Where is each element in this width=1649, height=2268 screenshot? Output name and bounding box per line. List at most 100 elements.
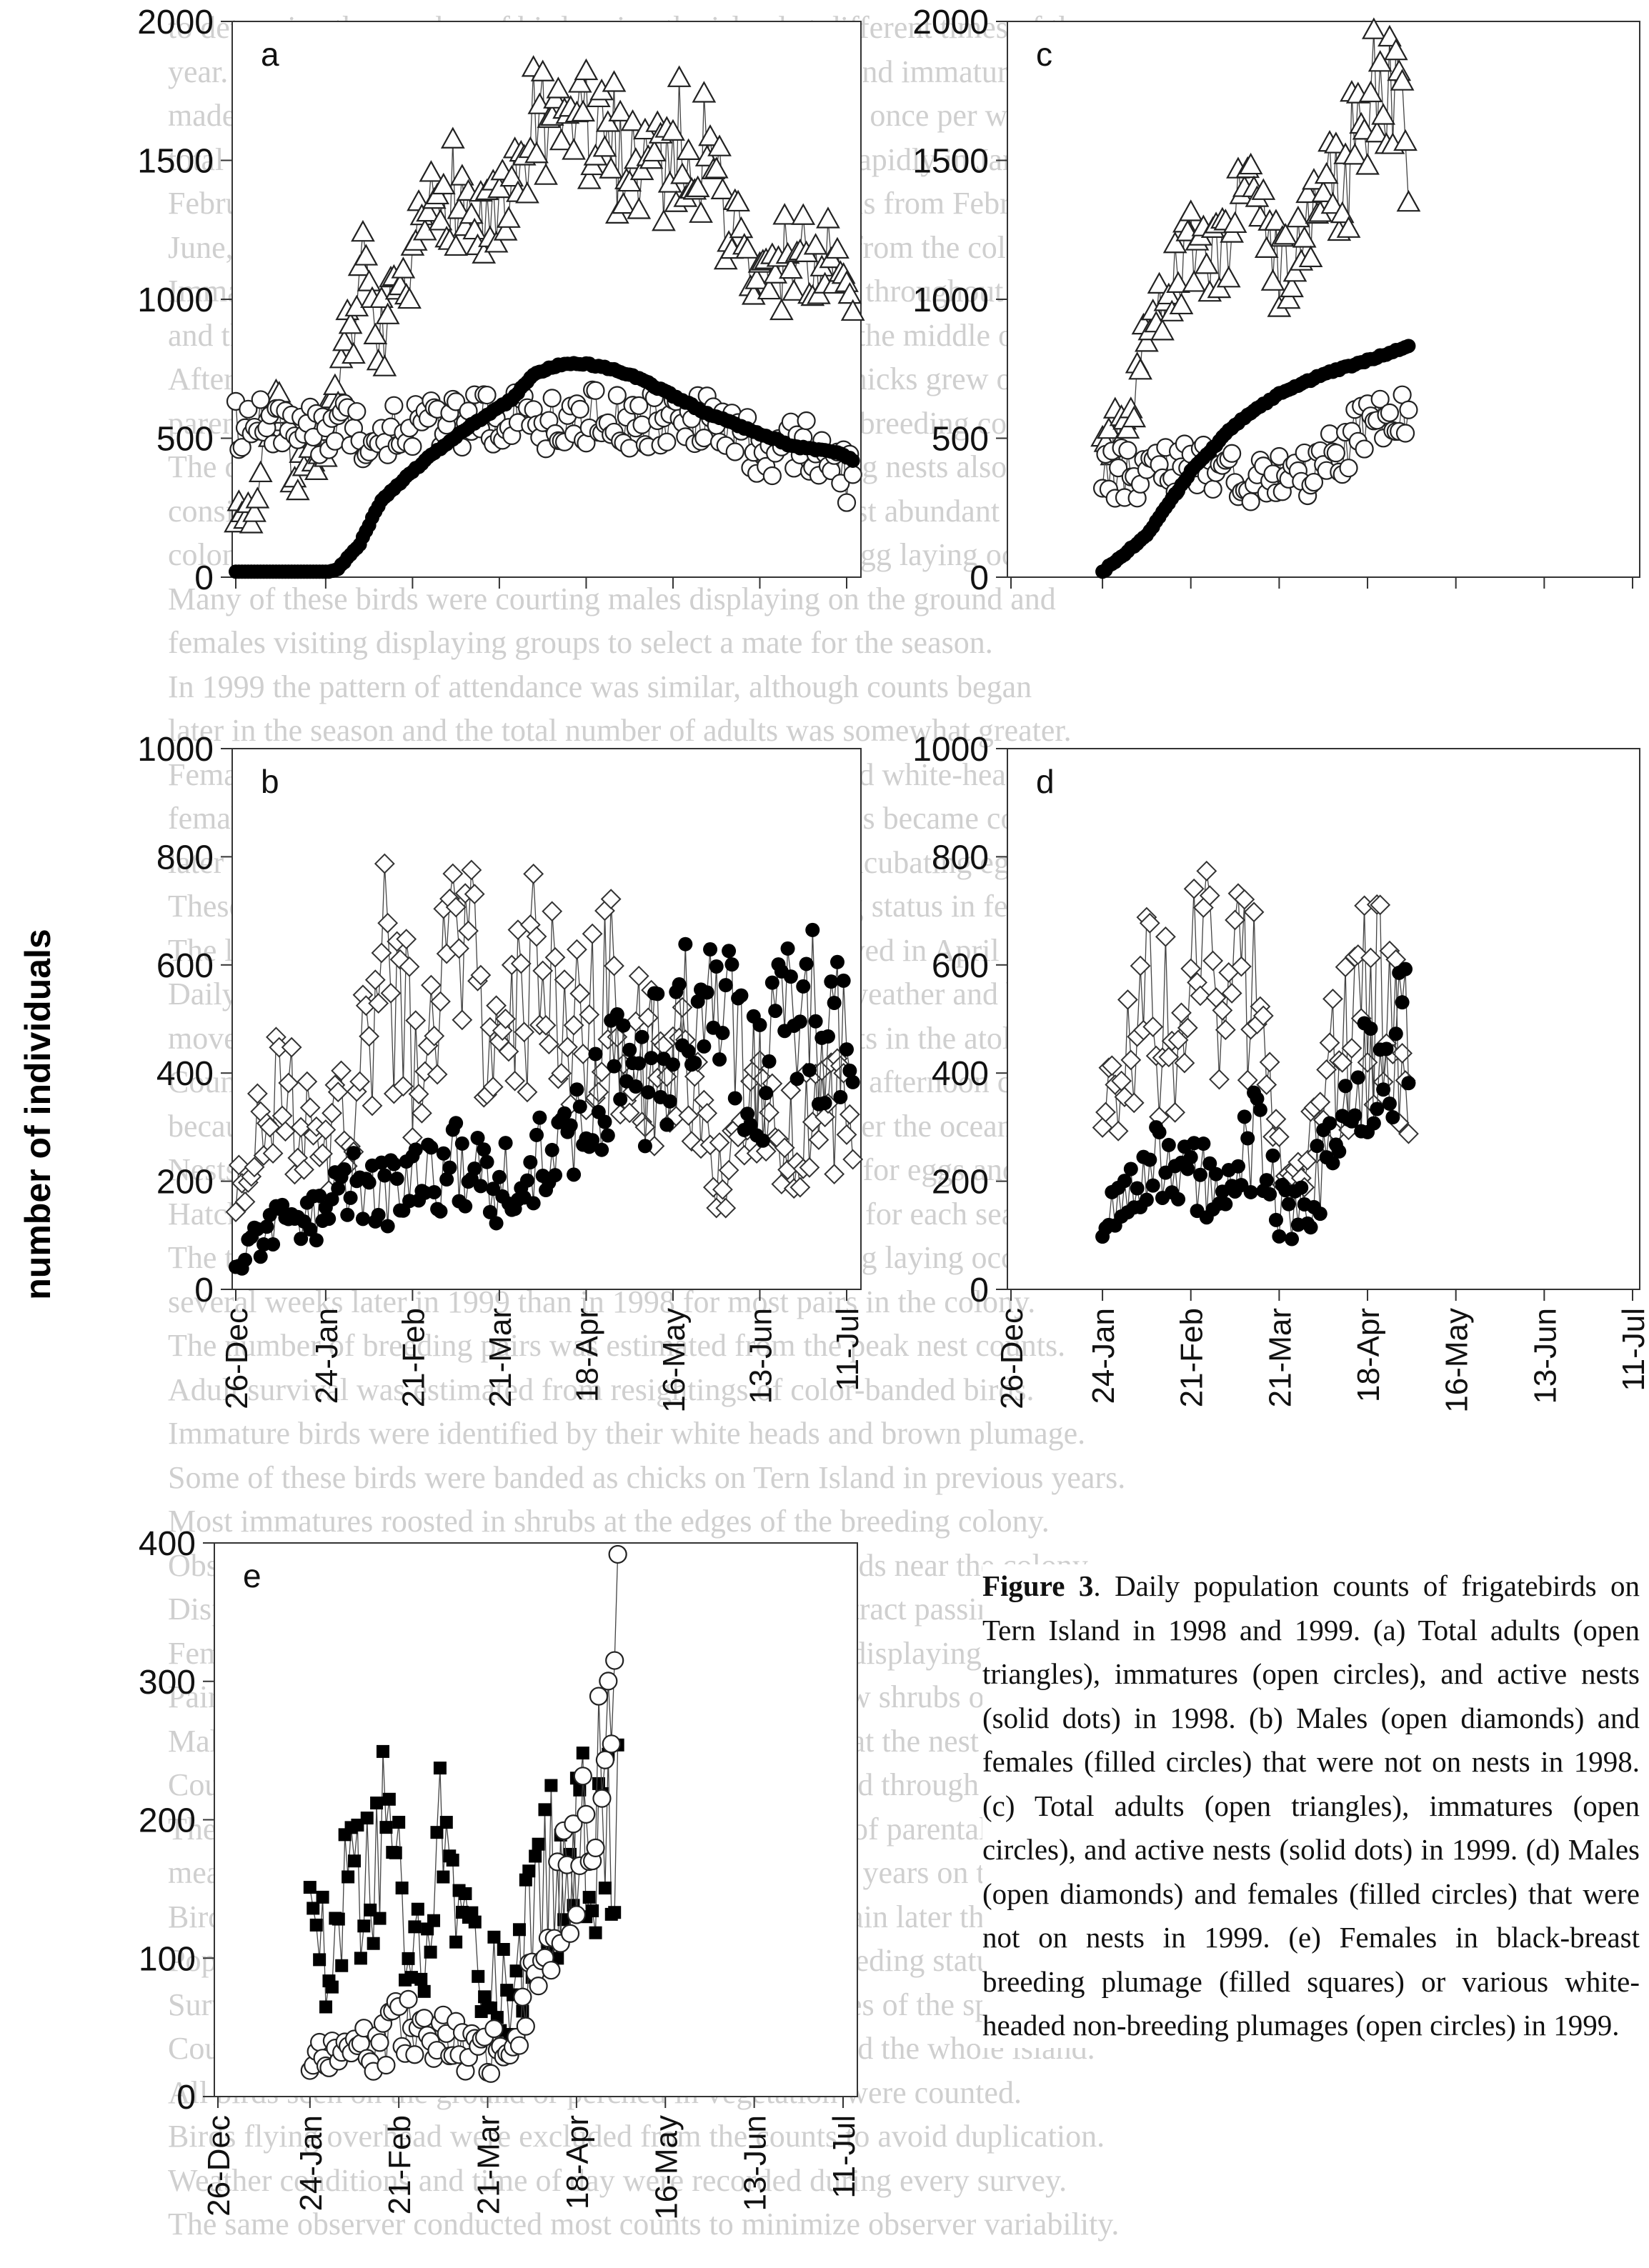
circle-marker [567,1905,587,1924]
circle-marker [620,439,639,458]
circle-marker [602,1734,621,1754]
dot-marker [789,1071,804,1086]
square-marker [417,1984,431,1998]
x-tick-label: 21-Mar [483,1308,518,1407]
panel-letter: d [1036,763,1055,800]
diamond-marker [294,1159,314,1180]
triangle-marker [807,282,831,304]
circle-marker [632,415,652,434]
panel-a: 0 500 1000 1500 2000 a [137,4,865,597]
triangle-marker [729,216,754,239]
dot-marker [827,995,842,1010]
dot-marker [1395,995,1410,1010]
diamond-marker [299,1097,321,1119]
diamond-marker [461,859,482,881]
dot-marker [1366,1116,1381,1131]
triangle-marker [1182,270,1207,292]
dot-marker [665,1057,680,1072]
y-tick-label: 800 [156,839,214,876]
triangle-marker [620,109,645,131]
background-text-line: Immature birds were identified by their … [168,1416,1086,1451]
dot-marker [563,1118,578,1133]
dot-marker [1202,1156,1217,1171]
y-tick-label: 1000 [137,281,214,319]
square-marker [309,1918,323,1932]
triangle-marker [1135,330,1159,352]
diamond-marker [1392,1043,1413,1064]
dot-marker [427,1184,442,1199]
triangle-marker [493,219,518,241]
diamond-marker [380,982,402,1004]
square-marker [433,1762,447,1775]
square-marker [532,1837,545,1851]
square-marker [497,1942,510,1956]
diamond-marker [526,926,547,947]
y-tick-label: 1500 [912,143,989,181]
triangle-marker [685,175,710,197]
dot-marker [780,941,795,956]
triangle-marker [744,267,769,289]
dot-marker [424,1140,439,1155]
dot-marker [266,1237,281,1252]
triangle-marker [472,241,497,264]
dot-marker [622,1042,637,1057]
dot-marker [529,1127,544,1142]
dot-marker [1218,1197,1233,1212]
circle-marker [657,432,677,451]
diamond-marker [1212,1000,1233,1021]
dot-marker [755,1133,770,1148]
square-marker [411,1902,424,1916]
dot-marker [1332,1144,1347,1159]
diamond-marker [1190,985,1211,1006]
triangle-marker [1292,226,1317,248]
diamond-marker [244,1157,265,1178]
diamond-marker [315,1119,337,1140]
dot-marker [473,1179,488,1194]
background-text-line: The same observer conducted most counts … [168,2207,1120,2242]
y-tick-label: 400 [932,1055,989,1093]
circle-marker [797,411,816,431]
x-tick-label: 24-Jan [309,1308,344,1404]
triangle-marker [608,99,633,121]
triangle-marker [1358,80,1383,103]
figure-caption: Figure 3. Daily population counts of fri… [982,1564,1640,2048]
dot-marker [1303,1220,1318,1235]
dot-marker [482,1204,497,1219]
dot-marker [324,1192,339,1207]
panel-letter: c [1036,36,1052,73]
diamond-marker [405,1010,427,1031]
y-tick-label: 800 [932,839,989,876]
y-tick-label: 1000 [912,281,989,319]
triangle-marker [602,70,627,92]
dot-marker [355,1212,370,1227]
triangle-marker [245,486,270,509]
square-marker [319,2000,333,2014]
diamond-marker [396,929,417,950]
diamond-marker [234,1191,256,1212]
square-marker [376,1744,389,1758]
square-marker [478,1990,492,2004]
diamond-marker [1259,1051,1280,1073]
circle-marker [605,1651,624,1670]
dot-marker [343,1190,358,1205]
square-marker [522,1864,536,1878]
y-tick-label: 200 [139,1802,196,1840]
diamond-marker [449,938,469,959]
dot-marker [436,1146,451,1161]
circle-marker [564,1814,583,1834]
y-tick-label: 200 [932,1164,989,1202]
triangle-marker [242,500,266,522]
triangle-marker [1122,405,1147,428]
triangle-marker [487,176,512,199]
y-tick-label: 0 [176,2079,196,2117]
dot-marker [1379,1041,1394,1056]
dot-marker [1142,1152,1157,1167]
circle-marker [509,2036,529,2055]
dot-marker [817,1096,832,1111]
dot-marker [1145,1178,1160,1193]
diamond-marker [517,1081,538,1103]
diamond-marker [789,1177,811,1198]
diamond-marker [1139,912,1160,934]
triangle-marker [444,234,469,256]
circle-marker [1320,424,1340,444]
